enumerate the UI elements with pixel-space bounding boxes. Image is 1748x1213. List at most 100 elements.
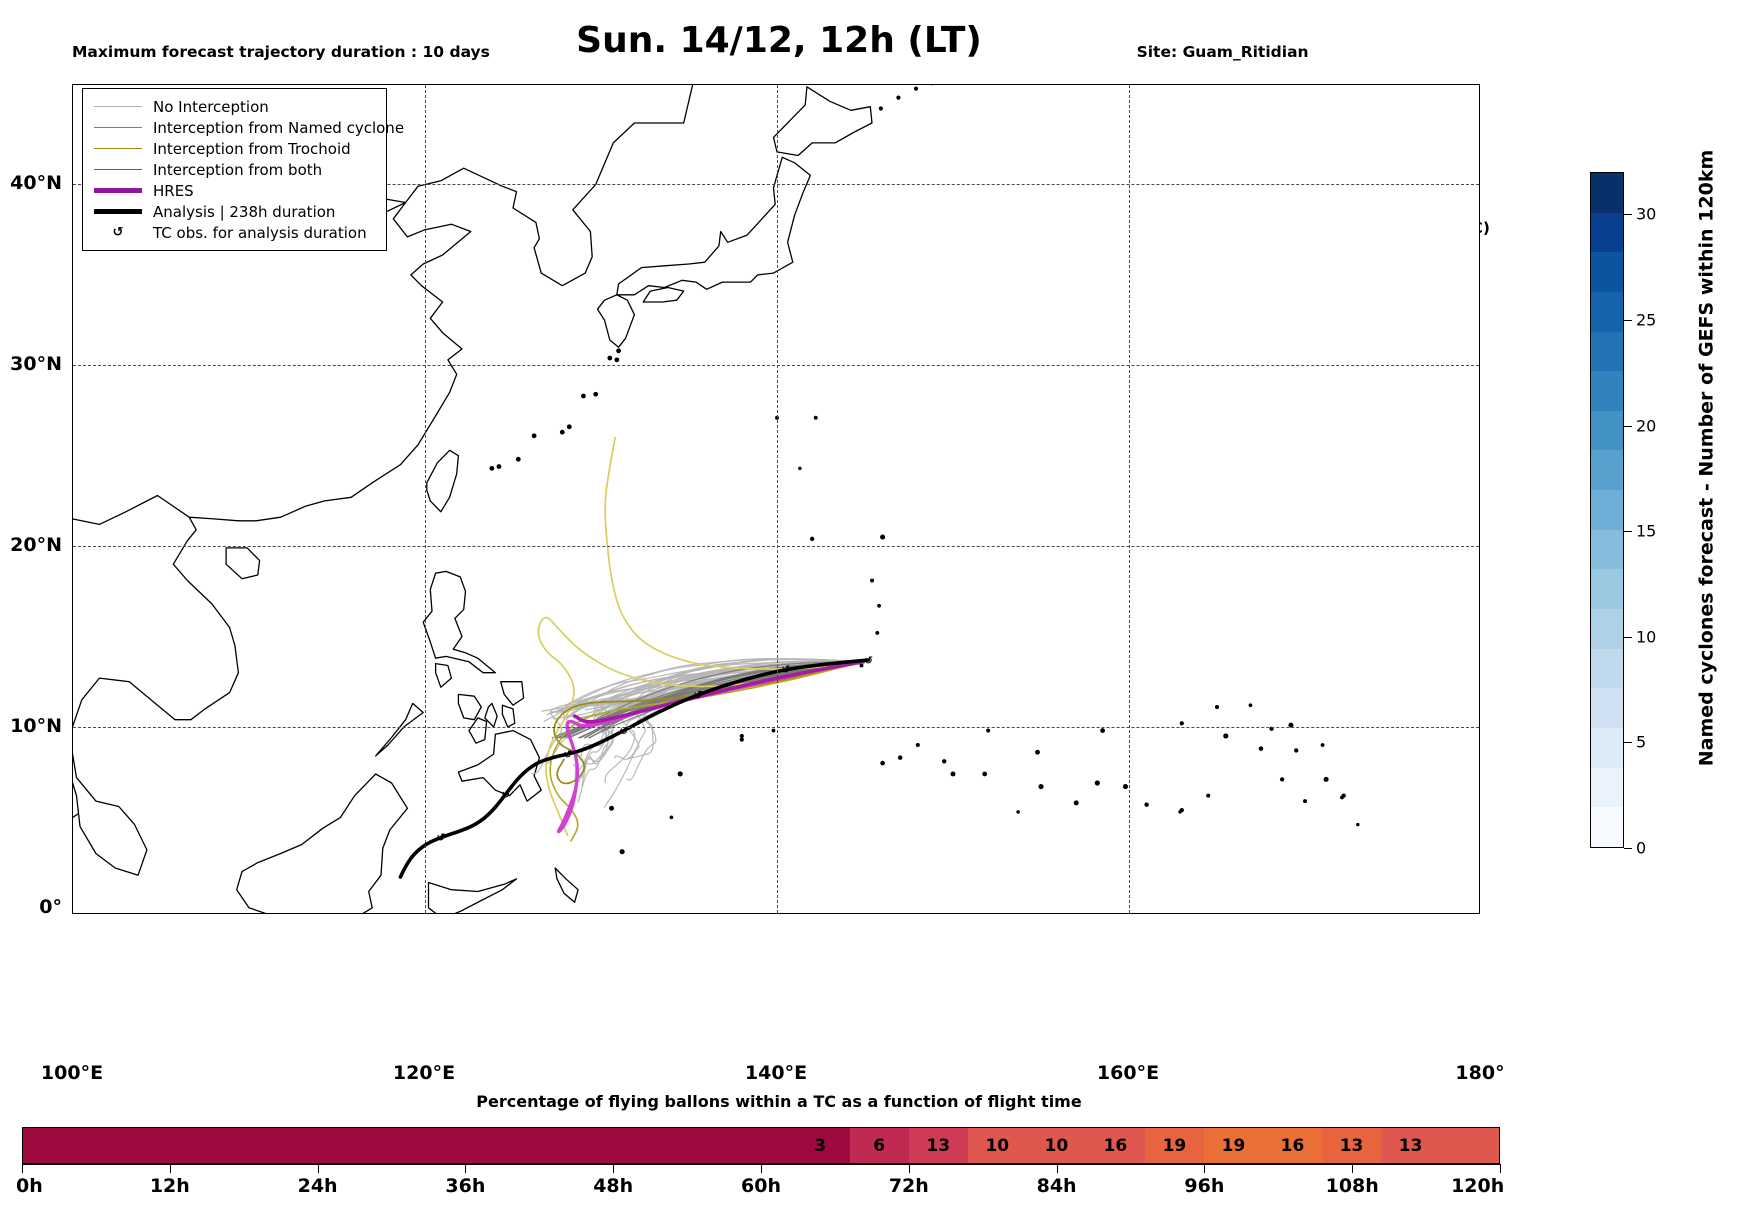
percentage-bar-segment[interactable]: 13 — [1322, 1128, 1381, 1163]
legend-item-3[interactable]: Interception from both — [92, 159, 377, 180]
legend-item-1[interactable]: Interception from Named cyclone — [92, 117, 377, 138]
percentage-bar-segment[interactable]: 10 — [968, 1128, 1027, 1163]
map-island-dot — [616, 348, 621, 353]
legend-line-swatch — [92, 209, 144, 214]
map-legend[interactable]: No Interception Interception from Named c… — [82, 88, 387, 251]
percentage-bar-segment[interactable] — [554, 1128, 613, 1163]
colorbar-tick — [1624, 214, 1632, 215]
colorbar-segment — [1591, 569, 1623, 609]
colorbar-segment — [1591, 807, 1623, 847]
percentage-bar-segment[interactable]: 19 — [1204, 1128, 1263, 1163]
map-island-dot — [986, 728, 990, 732]
map-island-dot — [581, 394, 586, 399]
colorbar-tick — [1624, 742, 1632, 743]
time-axis-tick-label: 120h — [1451, 1175, 1504, 1197]
percentage-bar-segment[interactable]: 10 — [1027, 1128, 1086, 1163]
percentage-bar-segment[interactable]: 6 — [850, 1128, 909, 1163]
map-island-dot — [1294, 748, 1298, 752]
legend-item-4[interactable]: HRES — [92, 180, 377, 201]
colorbar-segment — [1591, 292, 1623, 332]
colorbar-tick-label: 25 — [1636, 310, 1656, 329]
percentage-bar-segment[interactable] — [82, 1128, 141, 1163]
map-path — [376, 703, 424, 756]
legend-item-5[interactable]: Analysis | 238h duration — [92, 201, 377, 222]
time-axis-tick — [465, 1164, 466, 1173]
legend-item-2[interactable]: Interception from Trochoid — [92, 138, 377, 159]
cyclone-observation-icon: ↺ — [693, 688, 702, 701]
map-island-dot — [1123, 784, 1128, 789]
percentage-bar-segment[interactable]: 19 — [1145, 1128, 1204, 1163]
legend-line-swatch — [92, 188, 144, 193]
colorbar-tick — [1624, 848, 1632, 849]
map-island-dot — [982, 772, 987, 777]
time-axis-tick — [1204, 1164, 1205, 1173]
legend-item-6[interactable]: ↺ TC obs. for analysis duration — [92, 222, 377, 243]
percentage-bar-segment[interactable] — [613, 1128, 672, 1163]
colorbar-segment — [1591, 490, 1623, 530]
legend-item-0[interactable]: No Interception — [92, 96, 377, 117]
percentage-bar-segment[interactable] — [23, 1128, 82, 1163]
map-island-dot — [1280, 777, 1284, 781]
map-island-dot — [877, 604, 881, 608]
map-island-dot — [1223, 733, 1228, 738]
colorbar[interactable]: 0 5 10 15 20 25 30 — [1590, 172, 1624, 848]
percentage-bar-segment[interactable] — [377, 1128, 436, 1163]
percentage-bar-segment[interactable] — [1440, 1128, 1499, 1163]
latitude-tick-label: 10°N — [10, 715, 62, 737]
percentage-bar-segment[interactable]: 16 — [1086, 1128, 1145, 1163]
time-axis-tick-label: 0h — [16, 1175, 43, 1197]
map-island-dot — [1035, 750, 1040, 755]
map-island-dot — [896, 96, 900, 100]
time-axis-tick — [1352, 1164, 1353, 1173]
longitude-tick-label: 160°E — [1097, 1062, 1159, 1084]
map-path — [555, 868, 578, 902]
percentage-bar[interactable]: 3 6 13 10 10 16 19 19 16 13 13 — [22, 1127, 1500, 1164]
map-island-dot — [1356, 823, 1359, 826]
percentage-bar-segment[interactable]: 16 — [1263, 1128, 1322, 1163]
map-island-dot — [898, 755, 903, 760]
map-island-dot — [1324, 777, 1329, 782]
time-axis-tick — [1500, 1164, 1501, 1173]
percentage-bar-segment[interactable] — [318, 1128, 377, 1163]
map-island-dot — [798, 467, 802, 471]
map-island-dot — [614, 357, 619, 362]
map-path — [226, 548, 260, 579]
longitude-tick-label: 120°E — [393, 1062, 455, 1084]
colorbar-tick-label: 10 — [1636, 627, 1656, 646]
colorbar-segment — [1591, 332, 1623, 372]
map-island-dot — [516, 457, 521, 462]
map-island-dot — [951, 771, 956, 776]
colorbar-segment — [1591, 213, 1623, 253]
legend-line-swatch — [92, 106, 144, 107]
percentage-bar-segment[interactable] — [495, 1128, 554, 1163]
percentage-bar-segment[interactable] — [732, 1128, 791, 1163]
legend-color-line — [94, 169, 142, 170]
map-island-dot — [880, 761, 885, 766]
colorbar-segment — [1591, 252, 1623, 292]
header-site: Site: Guam_Ritidian — [1137, 43, 1490, 63]
map-island-dot — [1321, 743, 1325, 747]
legend-color-line — [94, 188, 142, 193]
percentage-bar-segment[interactable] — [141, 1128, 200, 1163]
percentage-bar-segment[interactable]: 13 — [1381, 1128, 1440, 1163]
map-island-dot — [1100, 728, 1105, 733]
percentage-bar-segment[interactable] — [259, 1128, 318, 1163]
legend-item-label: Interception from Trochoid — [153, 140, 351, 158]
colorbar-gradient — [1590, 172, 1624, 848]
percentage-bar-segment[interactable] — [673, 1128, 732, 1163]
percentage-bar-segment[interactable] — [200, 1128, 259, 1163]
map-path — [617, 157, 811, 294]
cyclone-observation-icon: ↺ — [781, 663, 790, 676]
map-path — [429, 879, 517, 914]
percentage-bar-segment[interactable] — [436, 1128, 495, 1163]
map-path — [469, 718, 487, 743]
colorbar-title: Named cyclones forecast - Number of GEFS… — [1692, 88, 1720, 828]
percentage-bar-segment[interactable]: 13 — [909, 1128, 968, 1163]
percentage-bar-segment[interactable]: 3 — [791, 1128, 850, 1163]
legend-line-swatch — [92, 127, 144, 128]
legend-item-label: Interception from both — [153, 161, 322, 179]
colorbar-segment — [1591, 411, 1623, 451]
colorbar-tick — [1624, 637, 1632, 638]
colorbar-tick-label: 30 — [1636, 205, 1656, 224]
map-gridline-horizontal — [73, 727, 1479, 728]
